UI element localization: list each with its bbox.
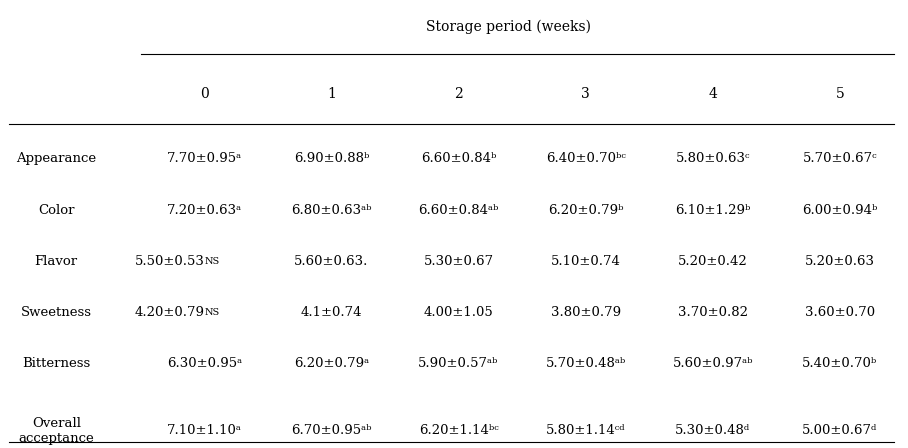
Text: 6.20±1.14ᵇᶜ: 6.20±1.14ᵇᶜ (419, 424, 498, 437)
Text: Overall
acceptance: Overall acceptance (18, 417, 94, 445)
Text: 5.80±1.14ᶜᵈ: 5.80±1.14ᶜᵈ (546, 424, 626, 437)
Text: 5.90±0.57ᵃᵇ: 5.90±0.57ᵃᵇ (419, 358, 498, 370)
Text: 4.20±0.79: 4.20±0.79 (134, 306, 204, 319)
Text: 7.10±1.10ᵃ: 7.10±1.10ᵃ (167, 424, 242, 437)
Text: 5.20±0.42: 5.20±0.42 (678, 255, 747, 268)
Text: 5.20±0.63: 5.20±0.63 (804, 255, 875, 268)
Text: 5.70±0.48ᵃᵇ: 5.70±0.48ᵃᵇ (546, 358, 626, 370)
Text: 6.40±0.70ᵇᶜ: 6.40±0.70ᵇᶜ (546, 151, 626, 164)
Text: 0: 0 (200, 86, 209, 100)
Text: 7.20±0.63ᵃ: 7.20±0.63ᵃ (167, 204, 242, 217)
Text: 6.60±0.84ᵇ: 6.60±0.84ᵇ (420, 151, 497, 164)
Text: 4.1±0.74: 4.1±0.74 (301, 306, 362, 319)
Text: 6.20±0.79ᵇ: 6.20±0.79ᵇ (548, 204, 624, 217)
Text: Storage period (weeks): Storage period (weeks) (426, 20, 591, 34)
Text: 6.10±1.29ᵇ: 6.10±1.29ᵇ (675, 204, 751, 217)
Text: 5.60±0.63.: 5.60±0.63. (294, 255, 369, 268)
Text: 6.60±0.84ᵃᵇ: 6.60±0.84ᵃᵇ (419, 204, 498, 217)
Text: 5.60±0.97ᵃᵇ: 5.60±0.97ᵃᵇ (673, 358, 753, 370)
Text: 3.80±0.79: 3.80±0.79 (550, 306, 621, 319)
Text: 5.50±0.53: 5.50±0.53 (134, 255, 204, 268)
Text: 3.70±0.82: 3.70±0.82 (677, 306, 748, 319)
Text: 5.80±0.63ᶜ: 5.80±0.63ᶜ (676, 151, 750, 164)
Text: 6.00±0.94ᵇ: 6.00±0.94ᵇ (802, 204, 878, 217)
Text: Bitterness: Bitterness (22, 358, 91, 370)
Text: 5.70±0.67ᶜ: 5.70±0.67ᶜ (803, 151, 877, 164)
Text: 5.30±0.67: 5.30±0.67 (423, 255, 494, 268)
Text: 7.70±0.95ᵃ: 7.70±0.95ᵃ (167, 151, 242, 164)
Text: 6.90±0.88ᵇ: 6.90±0.88ᵇ (293, 151, 370, 164)
Text: NS: NS (204, 257, 220, 266)
Text: 3: 3 (581, 86, 590, 100)
Text: 5.40±0.70ᵇ: 5.40±0.70ᵇ (803, 358, 877, 370)
Text: 2: 2 (454, 86, 463, 100)
Text: 6.20±0.79ᵃ: 6.20±0.79ᵃ (294, 358, 369, 370)
Text: 6.80±0.63ᵃᵇ: 6.80±0.63ᵃᵇ (291, 204, 371, 217)
Text: Sweetness: Sweetness (21, 306, 92, 319)
Text: Appearance: Appearance (16, 151, 96, 164)
Text: NS: NS (204, 308, 220, 317)
Text: Color: Color (38, 204, 74, 217)
Text: 6.30±0.95ᵃ: 6.30±0.95ᵃ (167, 358, 242, 370)
Text: 5.10±0.74: 5.10±0.74 (551, 255, 620, 268)
Text: 5.30±0.48ᵈ: 5.30±0.48ᵈ (676, 424, 750, 437)
Text: 4.00±1.05: 4.00±1.05 (424, 306, 493, 319)
Text: Flavor: Flavor (35, 255, 78, 268)
Text: 4: 4 (708, 86, 717, 100)
Text: 5.00±0.67ᵈ: 5.00±0.67ᵈ (803, 424, 877, 437)
Text: 5: 5 (835, 86, 844, 100)
Text: 3.60±0.70: 3.60±0.70 (804, 306, 875, 319)
Text: 1: 1 (327, 86, 336, 100)
Text: 6.70±0.95ᵃᵇ: 6.70±0.95ᵃᵇ (291, 424, 371, 437)
